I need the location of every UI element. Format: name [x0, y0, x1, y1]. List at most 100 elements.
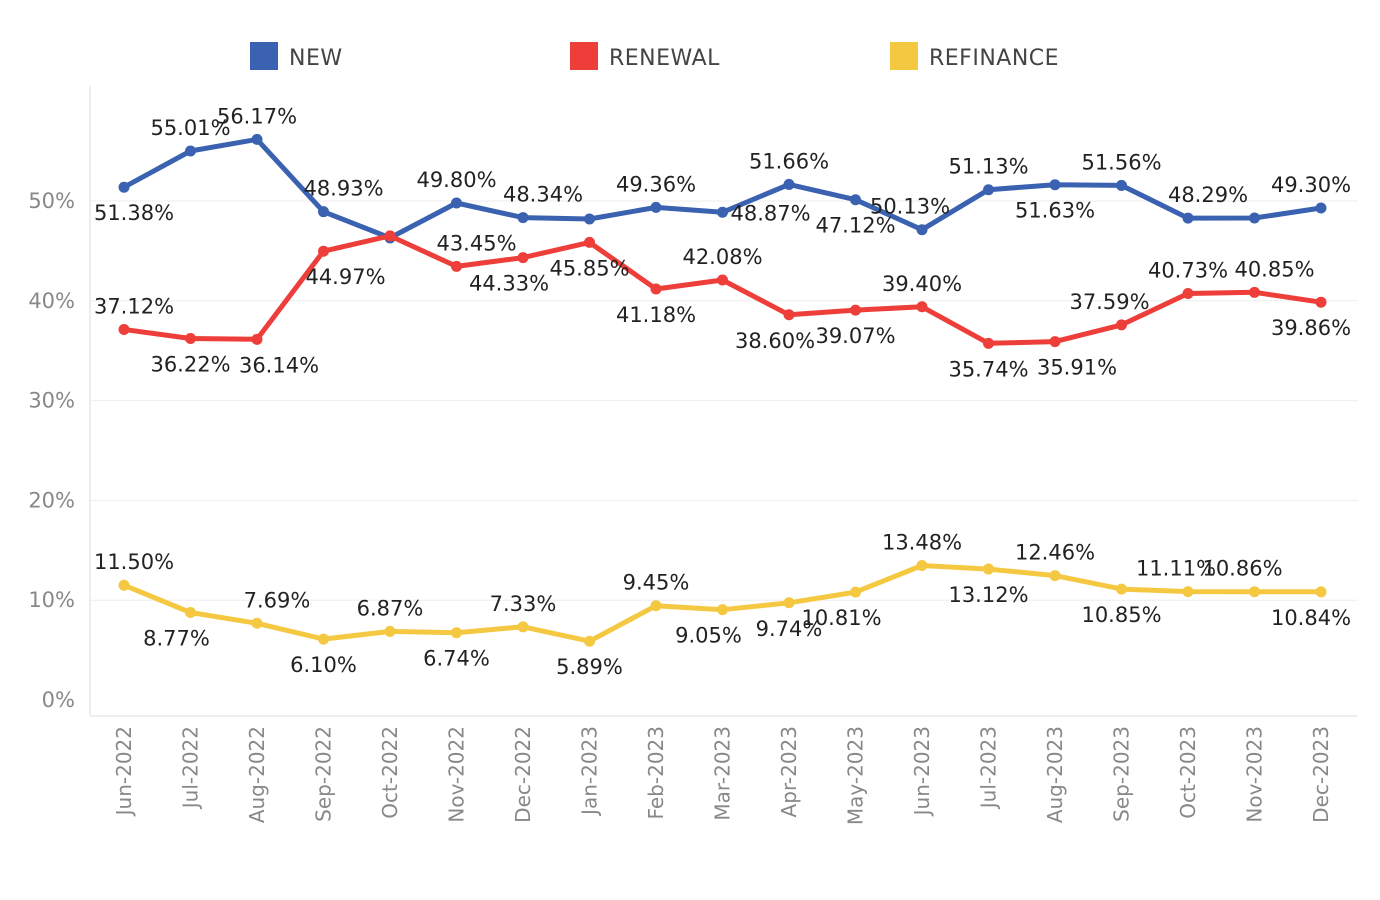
data-label-renewal: 45.85%: [549, 256, 629, 280]
x-tick-label: Jul-2023: [977, 726, 1001, 810]
data-point-refinance: [185, 606, 196, 618]
data-point-renewal: [916, 301, 928, 313]
data-label-renewal: 37.12%: [94, 295, 174, 319]
x-tick-label: Apr-2023: [777, 726, 801, 817]
x-tick-label: Dec-2023: [1309, 726, 1333, 823]
data-label-renewal: 35.91%: [1037, 356, 1117, 380]
data-label-renewal: 38.60%: [735, 329, 815, 353]
x-tick-label: Jun-2022: [112, 726, 136, 817]
series-group: [118, 133, 1327, 647]
data-point-new: [1249, 212, 1260, 224]
data-point-new: [717, 206, 728, 218]
x-tick-label: Aug-2022: [245, 726, 269, 823]
data-point-renewal: [1249, 286, 1260, 298]
data-label-new: 51.63%: [1015, 199, 1095, 223]
legend-item-refinance: REFINANCE: [890, 42, 1059, 71]
data-point-renewal: [118, 324, 130, 336]
data-label-new: 48.87%: [731, 201, 811, 225]
x-tick-label: Nov-2022: [445, 726, 469, 823]
data-point-renewal: [1182, 288, 1194, 300]
data-point-new: [318, 206, 329, 218]
y-tick-label: 50%: [28, 189, 75, 213]
data-label-refinance: 11.50%: [94, 550, 174, 574]
data-point-refinance: [1049, 570, 1061, 582]
x-tick-label: Jul-2022: [179, 726, 203, 810]
data-point-refinance: [451, 627, 462, 639]
data-label-refinance: 7.33%: [490, 592, 557, 616]
y-tick-label: 30%: [28, 389, 75, 413]
x-tick-label: Nov-2023: [1243, 726, 1267, 823]
x-tick-label: Sep-2023: [1110, 726, 1134, 822]
grid-lines: [90, 200, 1358, 601]
data-label-new: 48.34%: [503, 183, 583, 207]
data-label-refinance: 12.46%: [1015, 541, 1095, 565]
data-point-new: [1116, 179, 1127, 191]
data-label-refinance: 11.11%: [1136, 557, 1216, 581]
y-tick-label: 40%: [28, 289, 75, 313]
data-label-renewal: 39.86%: [1271, 316, 1351, 340]
data-label-new: 49.30%: [1271, 173, 1351, 197]
data-point-refinance: [517, 621, 529, 633]
legend-swatch: [570, 42, 598, 70]
data-label-new: 49.36%: [616, 172, 696, 196]
data-point-new: [517, 212, 529, 224]
data-label-refinance: 6.10%: [290, 653, 357, 677]
data-label-new: 51.13%: [948, 155, 1028, 179]
y-tick-label: 20%: [28, 488, 75, 512]
data-label-renewal: 42.08%: [682, 245, 762, 269]
data-point-new: [185, 145, 196, 157]
data-point-renewal: [783, 309, 795, 321]
data-label-refinance: 6.87%: [357, 596, 424, 620]
data-label-renewal: 43.45%: [436, 231, 516, 255]
legend-label: REFINANCE: [929, 46, 1059, 71]
data-label-refinance: 10.85%: [1081, 603, 1161, 627]
data-label-refinance: 13.48%: [882, 530, 962, 554]
data-label-renewal: 39.40%: [882, 272, 962, 296]
data-point-refinance: [850, 586, 861, 598]
x-tick-label: Oct-2022: [378, 726, 402, 819]
data-label-new: 50.13%: [870, 195, 950, 219]
data-point-refinance: [318, 633, 329, 645]
y-tick-label: 10%: [28, 588, 75, 612]
data-label-renewal: 40.85%: [1234, 257, 1314, 281]
data-label-renewal: 36.14%: [239, 353, 319, 377]
data-point-new: [584, 213, 595, 225]
data-label-new: 56.17%: [217, 104, 297, 128]
data-label-renewal: 40.73%: [1148, 259, 1228, 283]
data-point-new: [783, 178, 795, 190]
data-point-renewal: [717, 274, 728, 286]
data-label-refinance: 6.74%: [423, 647, 490, 671]
data-label-refinance: 10.84%: [1271, 606, 1351, 630]
data-label-renewal: 35.74%: [948, 357, 1028, 381]
data-point-refinance: [118, 579, 130, 591]
data-label-refinance: 5.89%: [556, 655, 623, 679]
data-point-new: [251, 133, 263, 145]
x-tick-label: Jan-2023: [578, 726, 602, 817]
data-point-new: [1182, 212, 1194, 224]
x-axis: Jun-2022 Jul-2022 Aug-2022 Sep-2022 Oct-2022…: [112, 726, 1333, 825]
data-label-new: 51.38%: [94, 201, 174, 225]
data-point-renewal: [584, 236, 595, 248]
data-point-new: [1315, 202, 1327, 214]
data-point-refinance: [1182, 586, 1194, 598]
x-tick-label: Mar-2023: [711, 726, 735, 821]
data-point-new: [1049, 179, 1061, 191]
data-point-renewal: [1315, 296, 1327, 308]
legend-item-renewal: RENEWAL: [570, 42, 720, 71]
data-label-renewal: 44.97%: [305, 265, 385, 289]
data-point-refinance: [1116, 583, 1127, 595]
data-label-new: 47.12%: [815, 214, 895, 238]
data-label-refinance: 7.69%: [244, 588, 311, 612]
data-point-renewal: [1116, 319, 1127, 331]
data-label-new: 55.01%: [150, 116, 230, 140]
x-tick-label: Dec-2022: [511, 726, 535, 823]
data-point-new: [983, 184, 994, 196]
data-point-refinance: [1315, 586, 1327, 598]
data-point-new: [850, 194, 861, 206]
data-point-renewal: [251, 333, 263, 345]
data-label-refinance: 13.12%: [948, 583, 1028, 607]
data-point-refinance: [584, 635, 595, 647]
legend-swatch: [250, 42, 278, 70]
data-label-renewal: 36.22%: [150, 353, 230, 377]
